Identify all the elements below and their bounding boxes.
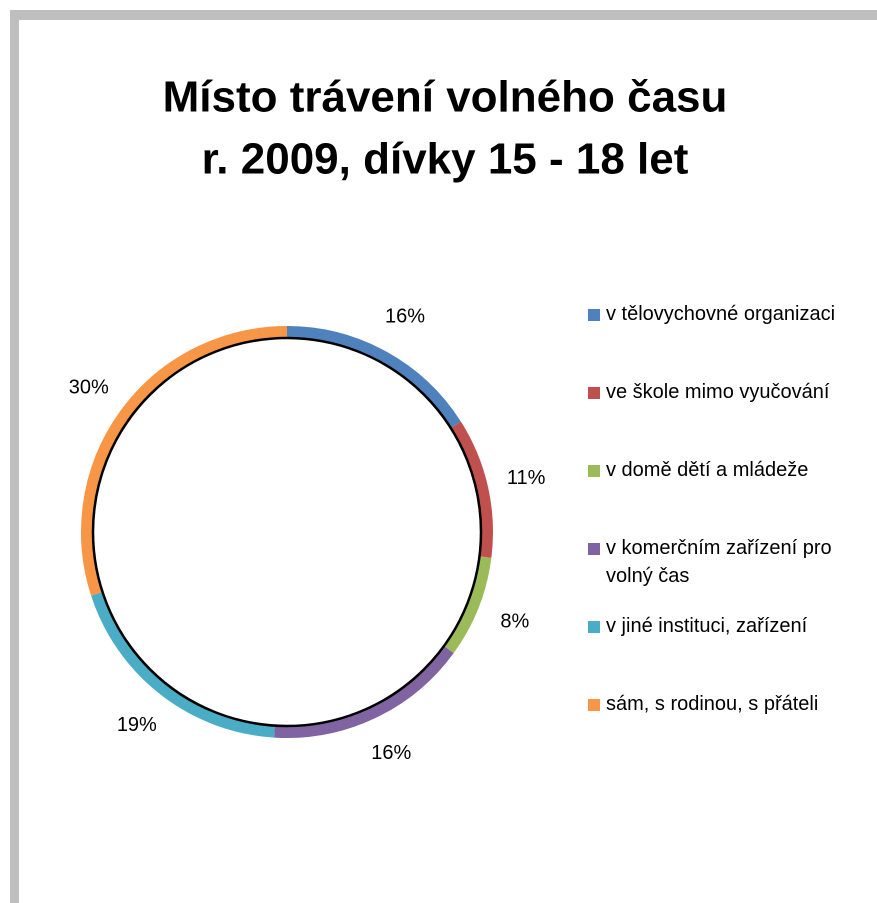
legend-item: ve škole mimo vyučování bbox=[588, 378, 868, 406]
legend-swatch bbox=[588, 699, 600, 711]
legend-swatch bbox=[588, 387, 600, 399]
doughnut-segment bbox=[286, 326, 461, 429]
data-label: 16% bbox=[371, 742, 411, 764]
legend-label: v komerčním zařízení pro volný čas bbox=[606, 537, 832, 587]
doughnut-segment bbox=[91, 591, 275, 738]
doughnut-segment bbox=[443, 556, 492, 654]
chart-title: r. 2009, dívky 15 - 18 let bbox=[202, 135, 689, 184]
inner-edge bbox=[91, 336, 483, 728]
legend-swatch bbox=[588, 543, 600, 555]
chart-frame bbox=[10, 10, 877, 903]
legend-item: v komerčním zařízení pro volný čas bbox=[588, 534, 868, 590]
legend-item: sám, s rodinou, s přáteli bbox=[588, 690, 868, 718]
legend-label: v tělovychovné organizaci bbox=[606, 303, 836, 325]
legend-swatch bbox=[588, 621, 600, 633]
legend-label: v jiné instituci, zařízení bbox=[606, 615, 808, 637]
legend-item: v jiné instituci, zařízení bbox=[588, 612, 868, 640]
legend-swatch bbox=[588, 309, 600, 321]
chart-title: Místo trávení volného času bbox=[163, 73, 728, 122]
data-label: 8% bbox=[500, 610, 529, 632]
legend-label: sám, s rodinou, s přáteli bbox=[606, 693, 819, 715]
data-label: 30% bbox=[69, 376, 109, 398]
legend-item: v domě dětí a mládeže bbox=[588, 456, 868, 484]
legend-swatch bbox=[588, 465, 600, 477]
legend-item: v tělovychovné organizaci bbox=[588, 300, 868, 328]
data-label: 11% bbox=[507, 467, 546, 489]
legend-label: ve škole mimo vyučování bbox=[606, 381, 830, 403]
data-label: 19% bbox=[117, 714, 157, 736]
doughnut-segment bbox=[450, 421, 493, 558]
doughnut-segment bbox=[274, 646, 454, 738]
doughnut-segment bbox=[81, 326, 288, 596]
data-label: 16% bbox=[385, 306, 425, 328]
legend-label: v domě dětí a mládeže bbox=[606, 459, 809, 481]
